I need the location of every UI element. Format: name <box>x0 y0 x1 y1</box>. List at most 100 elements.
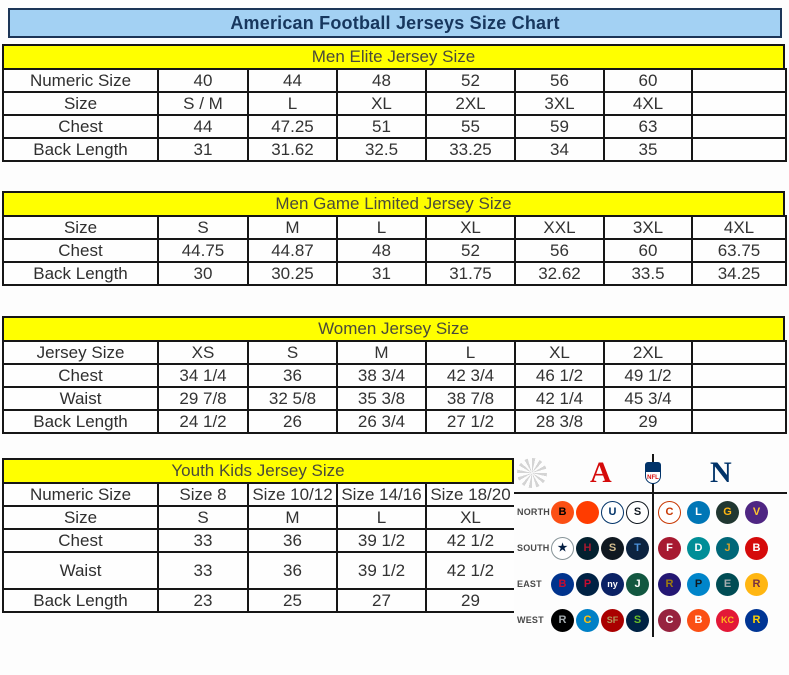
table-cell <box>691 386 787 411</box>
page-title: American Football Jerseys Size Chart <box>8 8 782 38</box>
table-cell: 40 <box>157 68 249 93</box>
table-row: Waist 29 7/8 32 5/8 35 3/8 38 7/8 42 1/4 45 3/… <box>2 386 787 411</box>
table-cell: 35 <box>603 137 693 162</box>
table-cell <box>691 68 787 93</box>
table-cell: 24 1/2 <box>157 409 249 434</box>
table-cell: XL <box>425 505 516 530</box>
table-cell: 44.75 <box>157 238 249 263</box>
table-cell <box>691 137 787 162</box>
table-cell: 33 <box>157 528 249 553</box>
table-cell: XL <box>425 215 516 240</box>
conference-row: A NFL N <box>514 454 787 494</box>
women-section: Women Jersey Size Jersey Size XS S M L XL 2XL C… <box>2 316 787 434</box>
table-cell: 26 3/4 <box>336 409 427 434</box>
row-label: Back Length <box>2 588 159 613</box>
table-cell: 56 <box>514 68 605 93</box>
division-label: SOUTH <box>517 543 550 553</box>
table-row: Numeric Size Size 8 Size 10/12 Size 14/16 Si… <box>2 482 516 507</box>
table-row: Waist 33 36 39 1/2 42 1/2 <box>2 551 516 590</box>
table-cell: Size 10/12 <box>247 482 338 507</box>
table-cell: 34 <box>514 137 605 162</box>
table-cell: 44.87 <box>247 238 338 263</box>
table-cell: 42 1/2 <box>425 551 516 590</box>
table-cell: 42 1/4 <box>514 386 605 411</box>
table-cell: 31 <box>336 261 427 286</box>
patriots-logo-icon: P <box>576 572 599 596</box>
table-cell: XXL <box>514 215 605 240</box>
table-cell: XS <box>157 340 249 365</box>
table-cell: 42 1/2 <box>425 528 516 553</box>
table-row: Size S M L XL <box>2 505 516 530</box>
eagles-logo-icon: E <box>716 572 739 596</box>
falcons-logo-icon: F <box>658 536 681 560</box>
rams-logo-icon: R <box>745 608 768 632</box>
chiefs-logo-icon: KC <box>716 608 739 632</box>
table-cell: 26 <box>247 409 338 434</box>
table-cell: L <box>336 505 427 530</box>
row-label: Waist <box>2 386 159 411</box>
table-cell: 36 <box>247 363 338 388</box>
row-label: Chest <box>2 528 159 553</box>
afc-team-group: ★ H S T <box>551 536 649 560</box>
table-row: Back Length 23 25 27 29 <box>2 588 516 613</box>
youth-table: Numeric Size Size 8 Size 10/12 Size 14/16 Si… <box>2 482 516 613</box>
table-cell: 48 <box>336 238 427 263</box>
table-cell <box>691 340 787 365</box>
table-cell: 31.75 <box>425 261 516 286</box>
table-cell: 33.25 <box>425 137 516 162</box>
table-cell: 30 <box>157 261 249 286</box>
table-cell: Size 14/16 <box>336 482 427 507</box>
row-label: Numeric Size <box>2 482 159 507</box>
table-cell: 28 3/8 <box>514 409 605 434</box>
table-cell: 46 1/2 <box>514 363 605 388</box>
table-cell: 27 1/2 <box>425 409 516 434</box>
table-cell: 38 7/8 <box>425 386 516 411</box>
table-cell: 29 7/8 <box>157 386 249 411</box>
men-elite-section: Men Elite Jersey Size Numeric Size 40 44 48… <box>2 44 787 162</box>
table-cell: XL <box>336 91 427 116</box>
row-label: Size <box>2 91 159 116</box>
table-cell: 52 <box>425 238 516 263</box>
titans-logo-icon: T <box>626 536 649 560</box>
panthers-logo-icon: P <box>687 572 710 596</box>
table-row: Back Length 30 30.25 31 31.75 32.62 33.5 34.25 <box>2 261 787 286</box>
cowboys-logo-icon: ★ <box>551 536 574 560</box>
nfl-shield-icon: NFL <box>645 462 661 484</box>
table-cell: 30.25 <box>247 261 338 286</box>
men-elite-header: Men Elite Jersey Size <box>2 44 785 70</box>
table-cell: 27 <box>336 588 427 613</box>
table-cell: S <box>157 215 249 240</box>
men-game-limited-table: Size S M L XL XXL 3XL 4XL Chest 44.75 44.87 48 52 56 6… <box>2 215 787 286</box>
jaguars-logo-icon: J <box>716 536 739 560</box>
row-label: Back Length <box>2 409 159 434</box>
table-cell: 29 <box>425 588 516 613</box>
cardinals-logo-icon: C <box>658 608 681 632</box>
table-cell: 33.5 <box>603 261 693 286</box>
table-cell: 31 <box>157 137 249 162</box>
table-cell: 56 <box>514 238 605 263</box>
table-row: Size S / M L XL 2XL 3XL 4XL <box>2 91 787 116</box>
table-cell: 35 3/8 <box>336 386 427 411</box>
table-cell: L <box>247 91 338 116</box>
table-cell: M <box>247 215 338 240</box>
table-cell: 51 <box>336 114 427 139</box>
men-elite-table: Numeric Size 40 44 48 52 56 60 Size S / M L XL 2XL 3… <box>2 68 787 162</box>
table-cell: 32 5/8 <box>247 386 338 411</box>
texans-logo-icon: H <box>576 536 599 560</box>
afc-logo-icon: A <box>590 456 612 489</box>
table-cell: 32.62 <box>514 261 605 286</box>
division-label: WEST <box>517 615 544 625</box>
table-cell: L <box>336 215 427 240</box>
men-elite-grid: Numeric Size 40 44 48 52 56 60 Size S / M L XL 2XL 3… <box>2 68 787 162</box>
packers-logo-icon: G <box>716 500 739 524</box>
row-label: Waist <box>2 551 159 590</box>
table-cell: 39 1/2 <box>336 528 427 553</box>
row-label: Chest <box>2 363 159 388</box>
youth-grid: Numeric Size Size 8 Size 10/12 Size 14/16 Si… <box>2 482 516 613</box>
table-row: Chest 34 1/4 36 38 3/4 42 3/4 46 1/2 49 1/2 <box>2 363 787 388</box>
